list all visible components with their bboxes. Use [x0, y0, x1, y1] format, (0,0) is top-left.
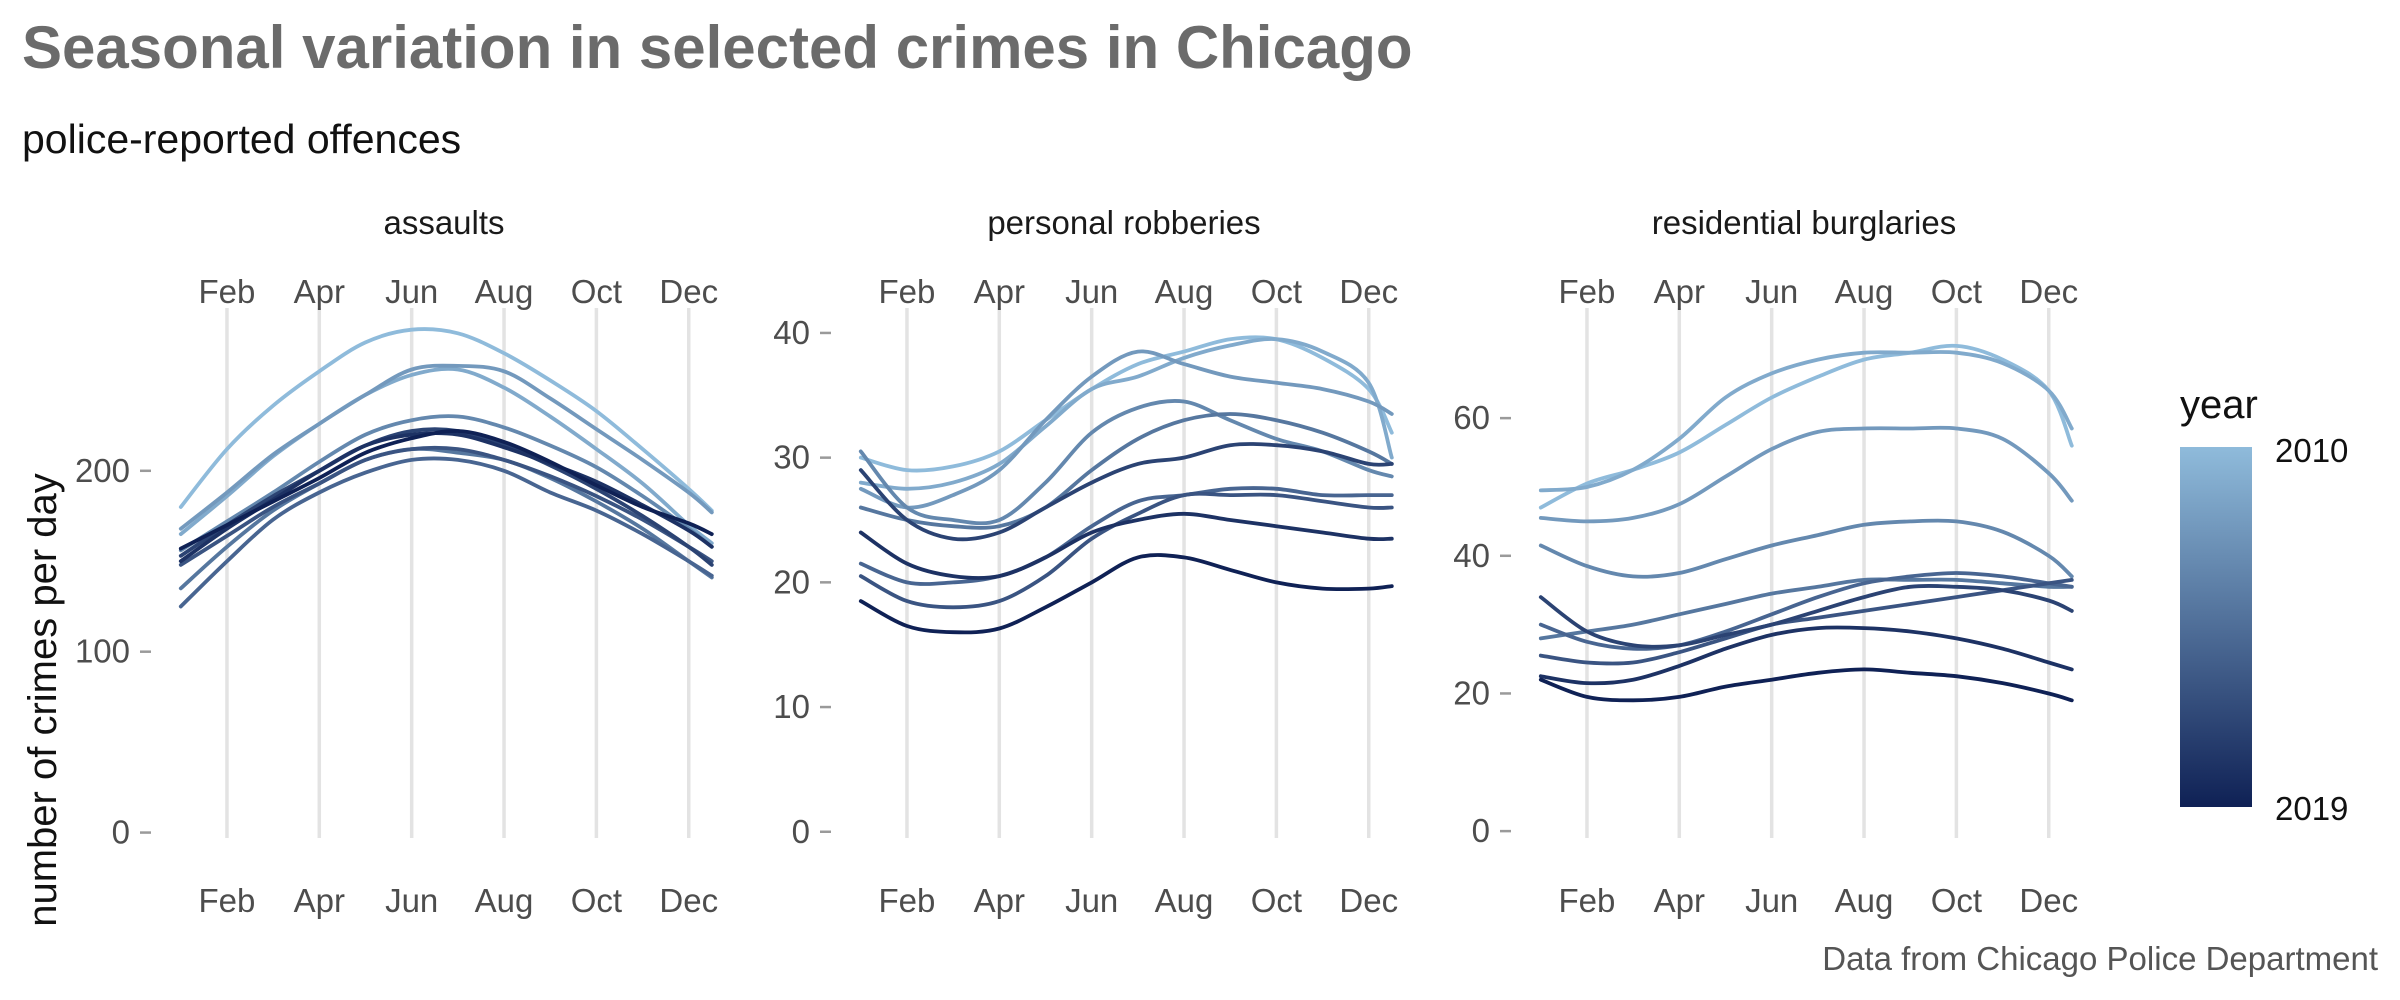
- legend: year 2010 2019: [2180, 383, 2348, 827]
- facet-panels: assaults Feb Feb Apr Apr Jun Jun Aug Aug Oct Oct De…: [75, 204, 2078, 919]
- series-line: [1538, 667, 2074, 703]
- series-line: [858, 491, 1394, 610]
- series-line: [1538, 571, 2074, 651]
- y-tick-label: 10: [773, 688, 810, 725]
- x-tick-label-bottom: Apr: [1654, 882, 1705, 919]
- legend-label-max: 2010: [2275, 432, 2348, 469]
- chart-subtitle: police-reported offences: [22, 116, 461, 162]
- x-tick-label-top: Oct: [571, 273, 622, 310]
- y-tick-label: 20: [1453, 674, 1490, 711]
- x-tick-label-bottom: Aug: [1155, 882, 1214, 919]
- facet-panel: residential burglaries Feb Feb Apr Apr Jun Jun…: [1453, 204, 2078, 919]
- x-tick-label-top: Aug: [475, 273, 534, 310]
- y-tick-label: 100: [75, 633, 130, 670]
- x-tick-label-bottom: Jun: [1065, 882, 1118, 919]
- x-tick-label-bottom: Apr: [974, 882, 1025, 919]
- x-tick-label-top: Dec: [2019, 273, 2078, 310]
- series-line: [1538, 518, 2074, 579]
- x-tick-label-bottom: Dec: [1339, 882, 1398, 919]
- x-tick-label-top: Jun: [1065, 273, 1118, 310]
- series-line: [858, 412, 1394, 530]
- x-tick-label-bottom: Aug: [1835, 882, 1894, 919]
- series-line: [858, 553, 1394, 635]
- x-tick-label-top: Jun: [385, 273, 438, 310]
- series-line: [858, 442, 1394, 542]
- series-line: [858, 511, 1394, 580]
- x-tick-label-top: Oct: [1931, 273, 1982, 310]
- x-tick-label-bottom: Dec: [2019, 882, 2078, 919]
- series-line: [178, 327, 714, 513]
- series-line: [178, 456, 714, 609]
- y-tick-label: 0: [112, 814, 130, 851]
- facet-label: residential burglaries: [1652, 204, 1957, 241]
- x-tick-label-top: Aug: [1155, 273, 1214, 310]
- x-tick-label-top: Feb: [879, 273, 936, 310]
- x-tick-label-bottom: Feb: [199, 882, 256, 919]
- series-line: [858, 486, 1394, 586]
- x-tick-label-top: Aug: [1835, 273, 1894, 310]
- chart-caption: Data from Chicago Police Department: [1822, 940, 2378, 977]
- facet-panel: personal robberies Feb Feb Apr Apr Jun Jun Aug A…: [773, 204, 1398, 919]
- x-tick-label-top: Apr: [294, 273, 345, 310]
- facet-label: personal robberies: [987, 204, 1260, 241]
- x-tick-label-bottom: Feb: [1559, 882, 1616, 919]
- series-line: [1538, 425, 2074, 524]
- y-tick-label: 60: [1453, 399, 1490, 436]
- y-tick-label: 0: [1472, 812, 1490, 849]
- x-tick-label-top: Jun: [1745, 273, 1798, 310]
- x-tick-label-top: Apr: [974, 273, 1025, 310]
- legend-title: year: [2180, 383, 2258, 427]
- y-tick-label: 30: [773, 439, 810, 476]
- series-line: [858, 349, 1394, 510]
- x-tick-label-bottom: Dec: [659, 882, 718, 919]
- legend-label-min: 2019: [2275, 790, 2348, 827]
- series-line: [858, 337, 1394, 491]
- y-tick-label: 200: [75, 452, 130, 489]
- facet-label: assaults: [383, 204, 504, 241]
- x-tick-label-top: Dec: [1339, 273, 1398, 310]
- y-tick-label: 40: [1453, 537, 1490, 574]
- x-tick-label-bottom: Apr: [294, 882, 345, 919]
- series-line: [178, 414, 714, 553]
- x-tick-label-top: Dec: [659, 273, 718, 310]
- series-line: [178, 446, 714, 591]
- series-line: [178, 445, 714, 567]
- legend-colorbar: [2180, 447, 2252, 807]
- x-tick-label-bottom: Oct: [571, 882, 622, 919]
- y-tick-label: 20: [773, 563, 810, 600]
- y-tick-label: 40: [773, 314, 810, 351]
- series-line: [178, 363, 714, 531]
- x-tick-label-top: Feb: [1559, 273, 1616, 310]
- x-tick-label-top: Apr: [1654, 273, 1705, 310]
- series-line: [178, 429, 714, 551]
- y-tick-label: 0: [792, 813, 810, 850]
- series-line: [1538, 625, 2074, 686]
- series-line: [1538, 577, 2074, 641]
- y-axis-label: number of crimes per day: [21, 473, 65, 927]
- series-line: [858, 335, 1394, 473]
- series-line: [1538, 583, 2074, 649]
- series-line: [1538, 343, 2074, 510]
- x-tick-label-top: Oct: [1251, 273, 1302, 310]
- series-line: [178, 366, 714, 546]
- x-tick-label-bottom: Aug: [475, 882, 534, 919]
- series-line: [1538, 578, 2074, 666]
- chart-title: Seasonal variation in selected crimes in…: [22, 14, 1413, 81]
- x-tick-label-bottom: Jun: [1745, 882, 1798, 919]
- x-tick-label-bottom: Feb: [879, 882, 936, 919]
- facet-panel: assaults Feb Feb Apr Apr Jun Jun Aug Aug Oct Oct De…: [75, 204, 718, 919]
- x-tick-label-top: Feb: [199, 273, 256, 310]
- series-line: [1538, 350, 2074, 493]
- x-tick-label-bottom: Oct: [1251, 882, 1302, 919]
- x-tick-label-bottom: Oct: [1931, 882, 1982, 919]
- x-tick-label-bottom: Jun: [385, 882, 438, 919]
